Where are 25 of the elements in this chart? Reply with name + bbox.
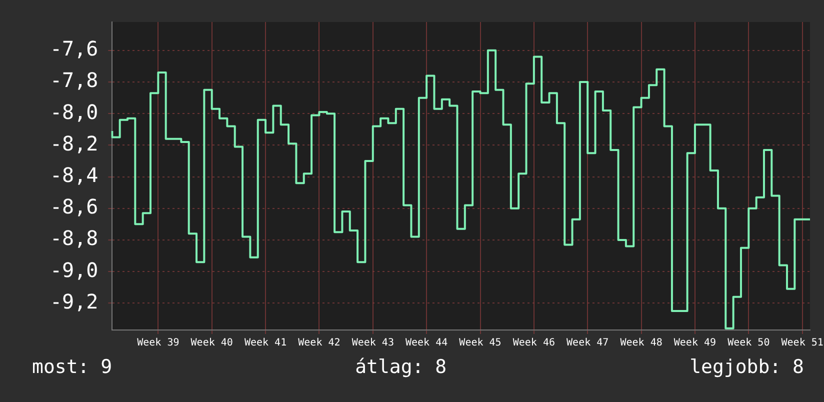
y-tick-label: -8,6 [50,194,98,219]
x-tick-label: Week 39 [137,338,180,349]
x-tick-label: Week 47 [566,338,609,349]
text: átlag: 8 [355,356,447,378]
y-tick-label: -8,2 [50,131,98,156]
text: legjobb: 8 [690,356,804,378]
x-tick-label: Week 40 [190,338,233,349]
x-tick-label: Week 42 [298,338,340,349]
x-tick-label: Week 43 [352,338,394,349]
x-tick-label: Week 48 [620,338,662,349]
x-tick-label: Week 44 [405,338,448,349]
y-tick-label: -9,2 [50,289,98,314]
y-tick-label: -8,8 [50,226,98,250]
x-tick-label: Week 49 [674,338,716,349]
x-tick-label: Week 41 [244,338,287,349]
x-tick-label: Week 45 [459,338,502,349]
y-tick-label: -8,4 [50,162,98,187]
x-tick-label: Week 51 [781,338,824,349]
y-tick-label: -7,6 [50,36,98,61]
x-tick-label: Week 50 [728,338,770,349]
y-tick-label: -9,0 [50,258,98,282]
y-tick-label: -7,8 [50,68,98,92]
y-tick-label: -8,0 [50,100,98,124]
x-tick-label: Week 46 [512,338,556,349]
text: most: 9 [32,356,112,378]
